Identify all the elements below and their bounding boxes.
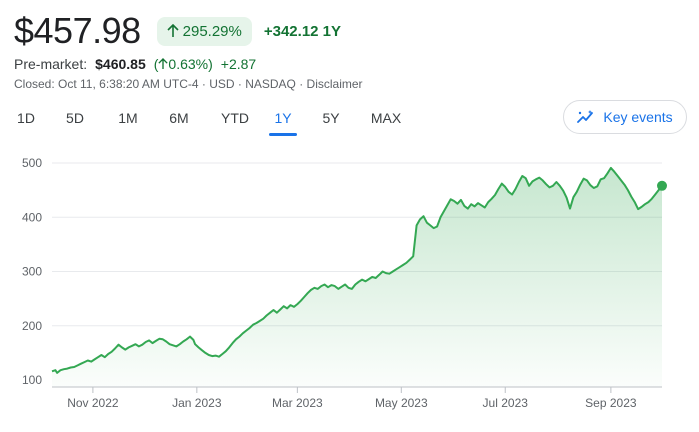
x-tick-label: Jul 2023 xyxy=(483,396,529,410)
range-tabs: 1D 5D 1M 6M YTD 1Y 5Y MAX xyxy=(14,108,404,136)
tab-ytd[interactable]: YTD xyxy=(221,110,249,126)
last-price-marker[interactable] xyxy=(657,180,667,191)
closed-info: Closed: Oct 11, 6:38:20 AM UTC-4 · USD ·… xyxy=(14,77,307,91)
premarket-percent-group: (0.63%) xyxy=(153,56,213,72)
x-tick-label: Sep 2023 xyxy=(585,396,637,410)
tab-5d[interactable]: 5D xyxy=(66,110,84,126)
price-line xyxy=(51,166,663,374)
trend-sparkle-icon xyxy=(577,110,594,123)
price-row: $457.98 295.29% +342.12 1Y xyxy=(14,8,341,54)
premarket-price: $460.85 xyxy=(95,56,146,72)
x-tick-label: Mar 2023 xyxy=(272,396,323,410)
disclaimer-link[interactable]: Disclaimer xyxy=(306,77,363,91)
premarket-label: Pre-market: xyxy=(14,56,88,72)
y-tick-label: 100 xyxy=(22,373,42,387)
x-tick-label: Nov 2022 xyxy=(67,396,119,410)
premarket-row: Pre-market: $460.85 (0.63%) +2.87 xyxy=(14,56,256,72)
tab-max[interactable]: MAX xyxy=(370,110,402,126)
key-events-label: Key events xyxy=(603,109,673,125)
y-tick-label: 500 xyxy=(22,156,42,170)
y-axis-ticks: 100 200 300 400 500 xyxy=(22,156,42,387)
x-tick-label: May 2023 xyxy=(375,396,428,410)
current-price: $457.98 xyxy=(14,10,141,51)
y-tick-label: 400 xyxy=(22,210,42,224)
change-period: 1Y xyxy=(322,22,342,40)
y-tick-label: 300 xyxy=(22,265,42,279)
tab-1d[interactable]: 1D xyxy=(17,110,35,126)
premarket-change: +2.87 xyxy=(220,56,257,72)
y-tick-label: 200 xyxy=(22,319,42,333)
arrow-up-icon xyxy=(167,24,179,37)
change-absolute: +342.12 xyxy=(263,22,319,40)
arrow-up-icon xyxy=(158,58,169,69)
x-tick-label: Jan 2023 xyxy=(172,396,222,410)
price-chart: 100 200 300 400 500 Nov 2022 Jan 2023 Mar 2023… xyxy=(22,156,667,410)
price-area xyxy=(52,167,662,387)
market-status: Closed: Oct 11, 6:38:20 AM UTC-4 · USD ·… xyxy=(14,77,363,91)
tab-5y[interactable]: 5Y xyxy=(322,110,340,126)
tab-1m[interactable]: 1M xyxy=(118,110,138,126)
change-absolute-group: +342.12 1Y xyxy=(264,23,341,40)
change-percent-badge: 295.29% xyxy=(156,16,252,46)
tab-1y[interactable]: 1Y xyxy=(269,108,297,136)
x-axis-ticks: Nov 2022 Jan 2023 Mar 2023 May 2023 Jul 2023… xyxy=(67,387,637,410)
key-events-button[interactable]: Key events xyxy=(563,100,687,134)
change-percent: 295.29% xyxy=(182,22,242,40)
tab-6m[interactable]: 6M xyxy=(169,110,189,126)
premarket-percent: 0.63% xyxy=(168,56,209,72)
